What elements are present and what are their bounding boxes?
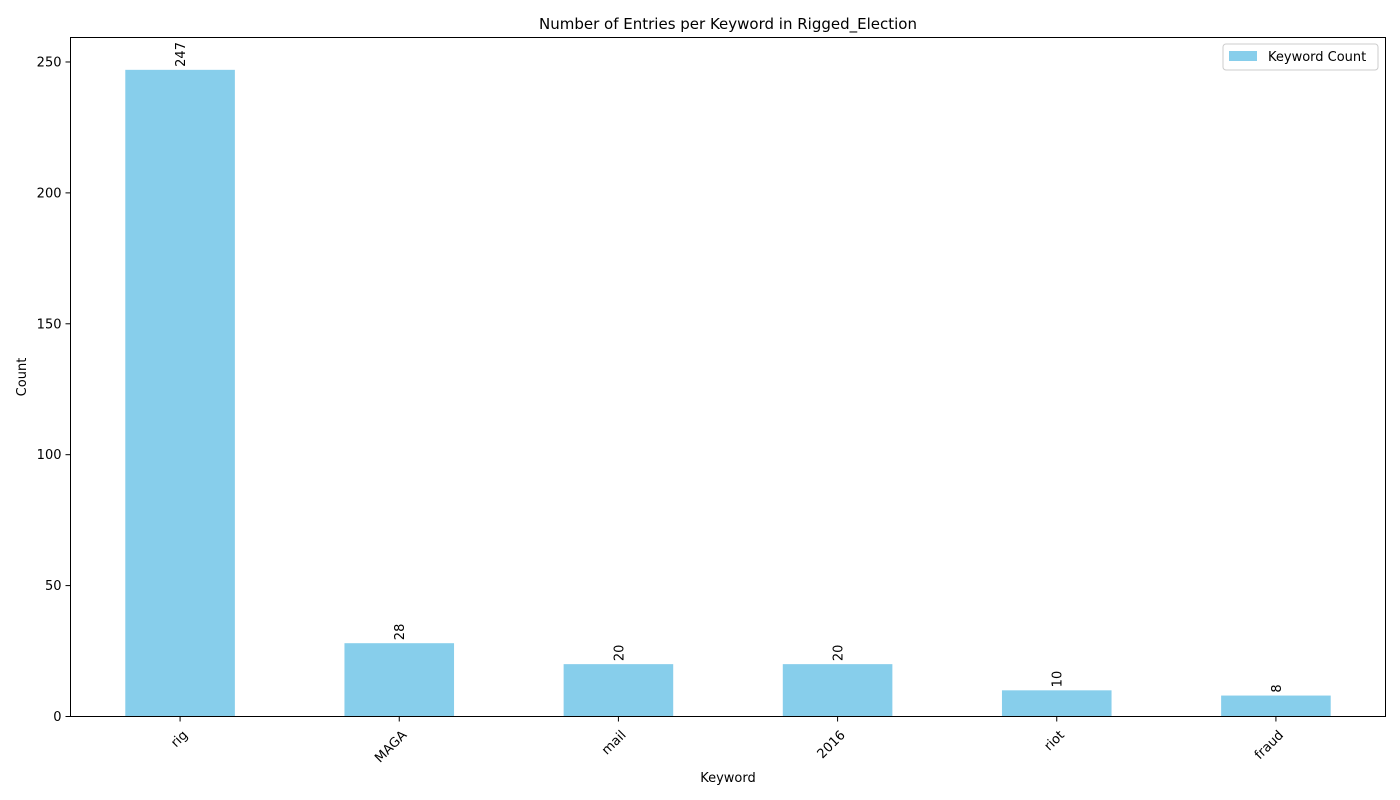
- legend-box: [1222, 43, 1379, 71]
- y-axis: 0 50 100 150 200 250: [37, 55, 71, 725]
- y-axis-label: Count: [15, 358, 30, 397]
- bars-group: [125, 69, 1331, 717]
- data-label-fraud: 8: [1270, 684, 1285, 692]
- y-tick-label-150: 150: [37, 317, 62, 332]
- x-axis-label: Keyword: [700, 771, 756, 786]
- chart-title: Number of Entries per Keyword in Rigged_…: [539, 15, 917, 34]
- plot-frame: [70, 37, 1386, 717]
- legend-swatch: [1229, 51, 1257, 61]
- bar-fraud: [1221, 695, 1331, 717]
- bar-MAGA: [344, 643, 455, 717]
- legend: Keyword Count: [1222, 43, 1379, 71]
- data-label-2016: 20: [832, 645, 847, 662]
- bar-rig: [125, 69, 235, 717]
- data-label-rig: 247: [174, 42, 189, 67]
- legend-label: Keyword Count: [1268, 50, 1366, 65]
- y-tick-label-50: 50: [45, 579, 62, 594]
- y-tick-label-0: 0: [53, 710, 61, 725]
- y-tick-label-250: 250: [37, 55, 62, 70]
- data-label-riot: 10: [1051, 671, 1066, 688]
- bar-riot: [1001, 690, 1112, 717]
- bar-labels-group: 247 28 20 20 10 8: [174, 42, 1285, 693]
- data-label-mail: 20: [612, 645, 627, 662]
- y-tick-label-200: 200: [37, 186, 62, 201]
- bar-2016: [782, 664, 893, 717]
- bar-mail: [563, 664, 674, 717]
- y-tick-label-100: 100: [37, 448, 62, 463]
- data-label-MAGA: 28: [393, 624, 408, 641]
